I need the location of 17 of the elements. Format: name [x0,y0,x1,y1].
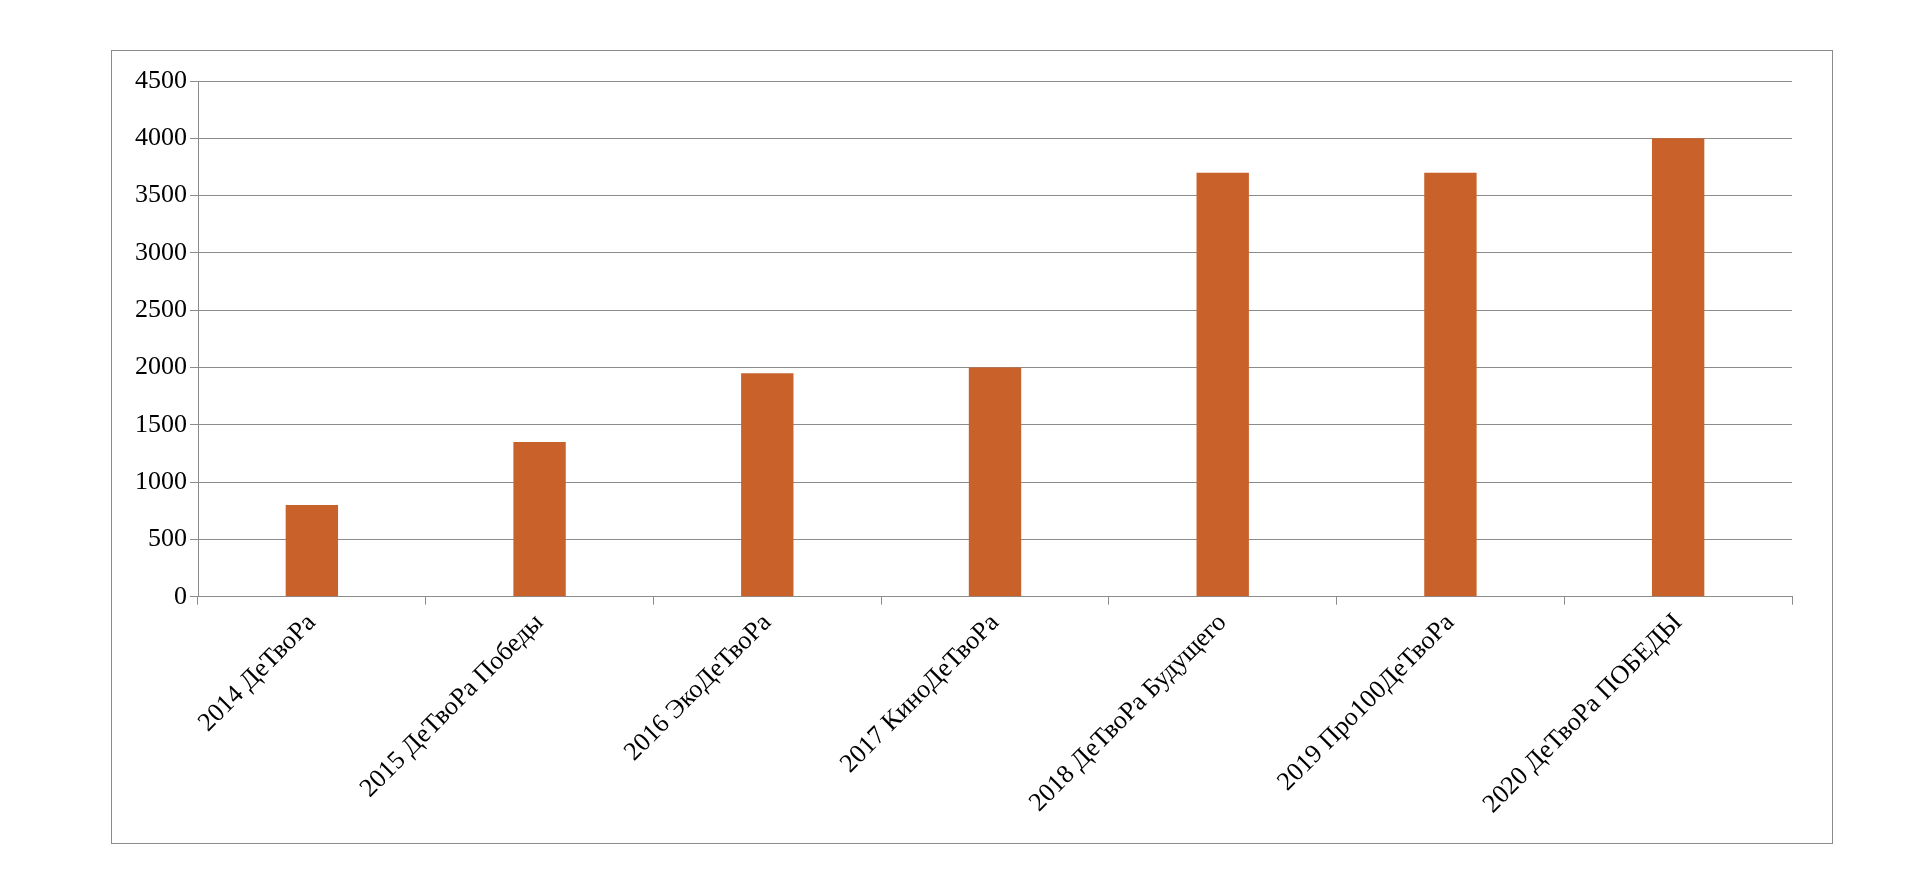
bar [1424,172,1477,597]
bar [968,367,1022,597]
y-tick-label: 0 [174,580,187,610]
y-tick-label: 1000 [135,465,187,495]
bar [285,505,339,597]
bar [741,373,794,597]
y-tick-label: 3500 [135,179,187,209]
y-tick-label: 4500 [135,64,187,94]
y-tick-label: 1500 [135,408,187,438]
y-tick-label: 2000 [135,351,187,381]
bar [1196,172,1249,597]
y-tick-label: 3000 [135,236,187,266]
bar [1651,138,1705,597]
y-tick-label: 500 [148,523,187,553]
y-tick-label: 2500 [135,294,187,324]
bar [513,441,566,597]
y-tick-label: 4000 [135,122,187,152]
